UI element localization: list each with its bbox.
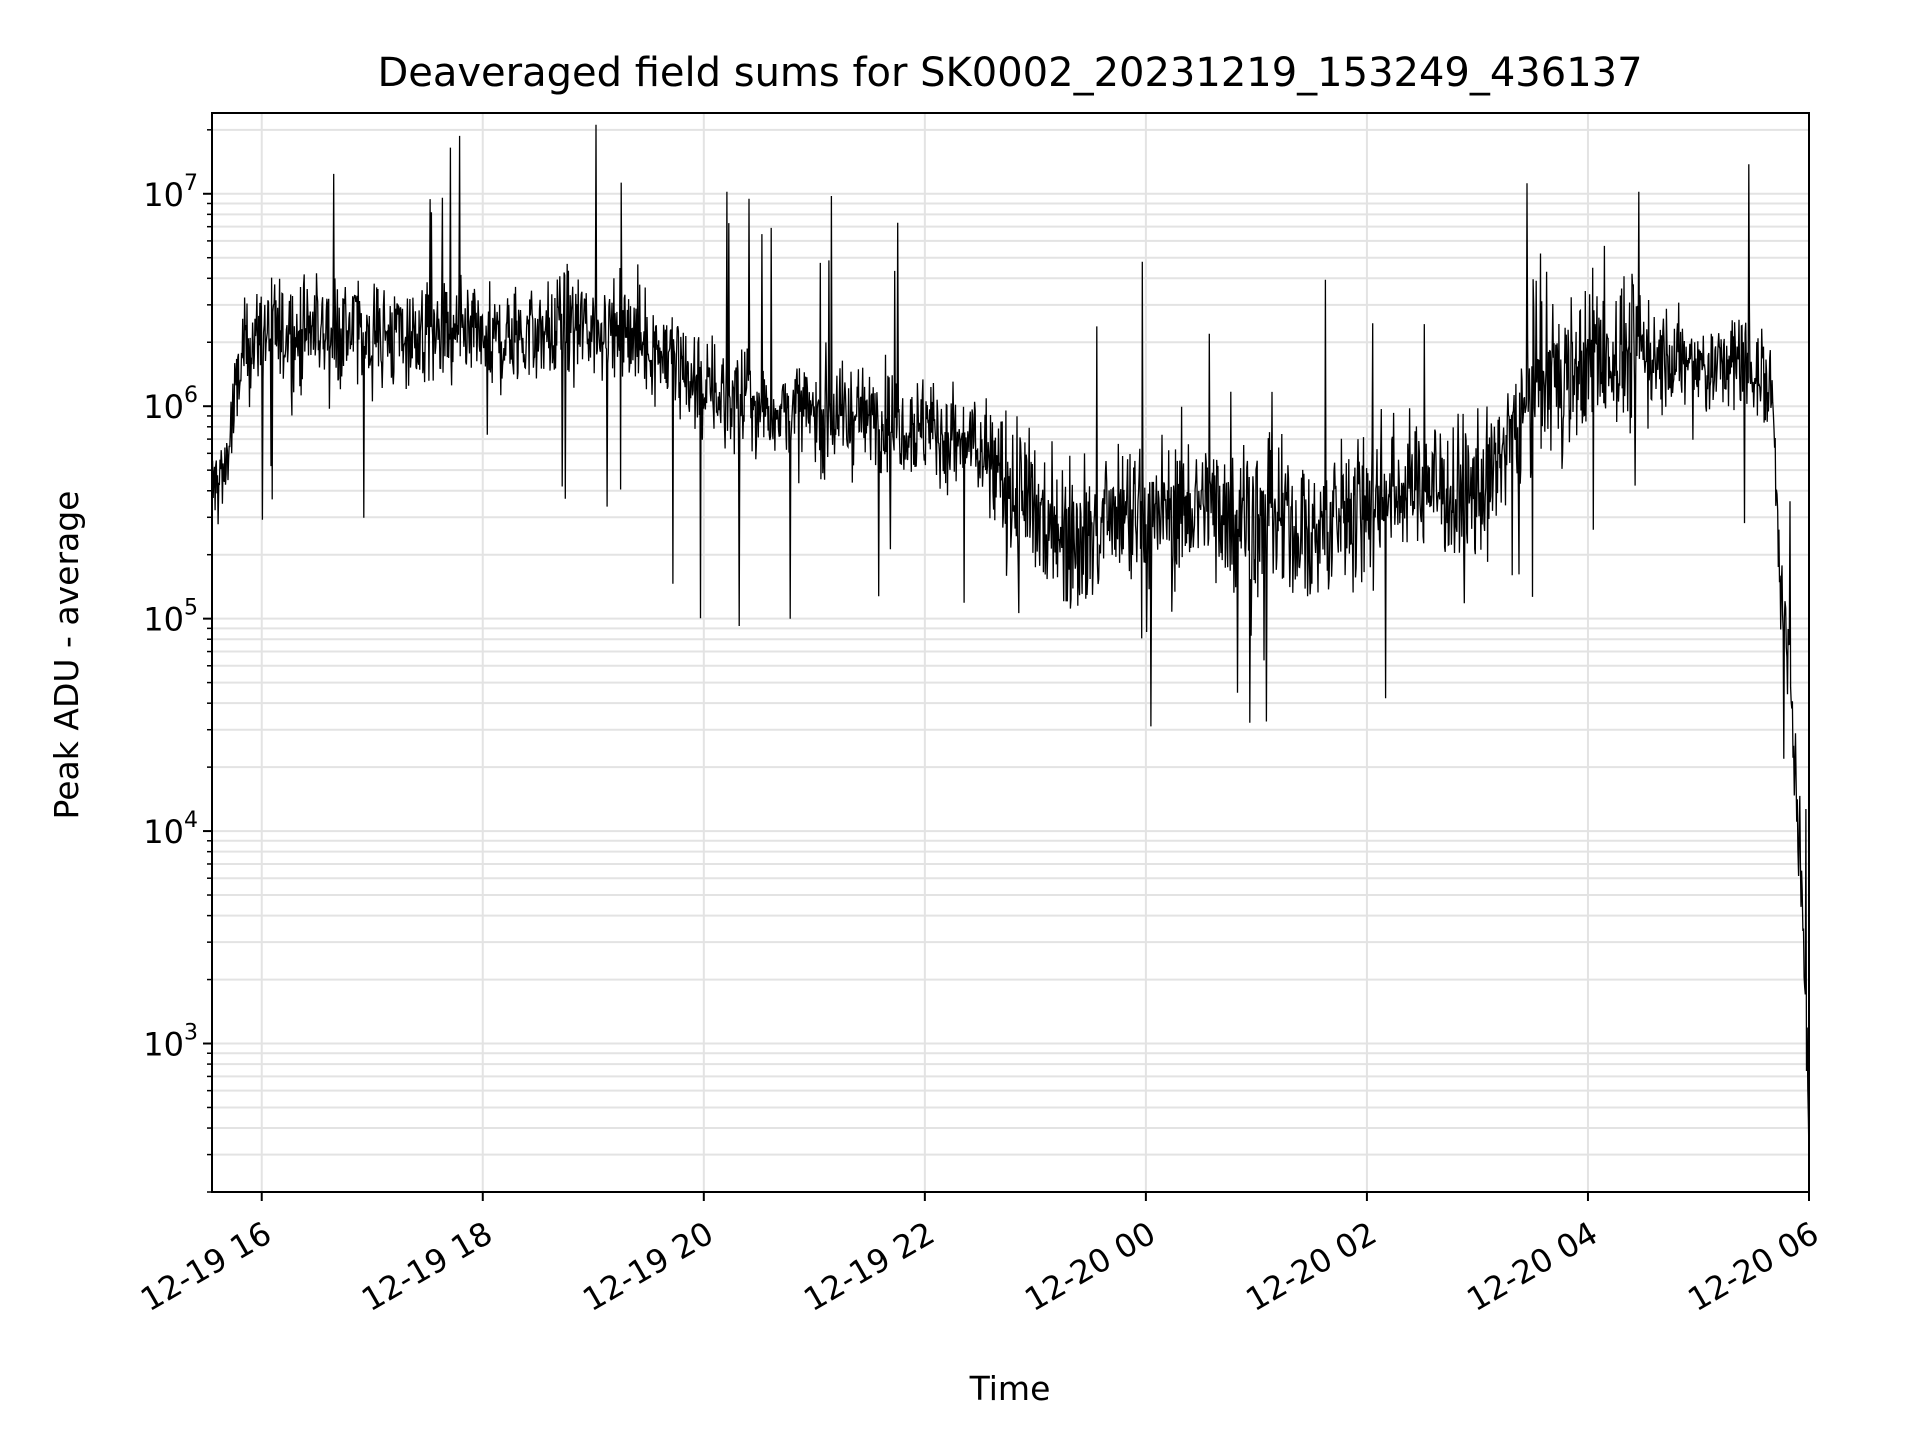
y-tick-label: 105 (143, 596, 198, 639)
y-tick-label: 107 (143, 171, 198, 214)
x-tick-label: 12-20 02 (1239, 1214, 1383, 1319)
y-tick-label: 104 (143, 808, 198, 851)
series-line (211, 124, 1810, 1159)
y-tick-label: 106 (143, 383, 198, 426)
chart-title: Deaveraged field sums for SK0002_2023121… (377, 50, 1642, 96)
y-axis-label: Peak ADU - average (47, 491, 86, 820)
x-tick-label: 12-20 00 (1018, 1214, 1162, 1319)
y-tick-label: 103 (143, 1021, 198, 1064)
series-layer (211, 124, 1810, 1159)
x-tick-label: 12-19 16 (134, 1214, 278, 1319)
x-tick-label: 12-19 22 (797, 1214, 941, 1319)
grid (212, 113, 1810, 1193)
x-tick-label: 12-20 06 (1681, 1214, 1825, 1319)
x-tick-label: 12-20 04 (1460, 1214, 1604, 1319)
plot-frame (211, 112, 1810, 1193)
x-tick-label: 12-19 18 (355, 1214, 499, 1319)
x-tick-label: 12-19 20 (576, 1214, 720, 1319)
x-axis-label: Time (969, 1369, 1051, 1408)
